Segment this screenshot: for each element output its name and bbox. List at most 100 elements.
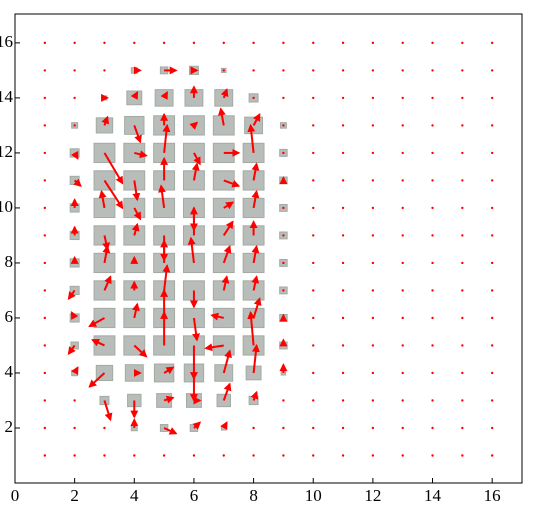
vector-dot [490, 399, 494, 402]
vector-dot [431, 96, 434, 100]
vector-dot [461, 96, 464, 100]
weight-square [214, 364, 234, 382]
vector-dot [73, 124, 76, 127]
vector-dot [461, 289, 464, 292]
vector-dot [43, 234, 47, 237]
weight-square [242, 170, 265, 191]
vector-dot [431, 289, 434, 292]
vector-arrow [204, 343, 224, 352]
vector-arrow [133, 207, 142, 221]
vector-dot [431, 454, 434, 457]
vector-arrow [88, 372, 106, 388]
vector-dot [312, 179, 315, 182]
vector-arrow [133, 125, 142, 144]
vector-dot [312, 206, 315, 210]
vector-dot [252, 426, 255, 430]
vector-dot [341, 289, 345, 292]
y-tick-label: 14 [0, 87, 14, 106]
weight-square [154, 89, 174, 107]
vector-arrow [252, 297, 262, 319]
vector-dot [312, 426, 315, 430]
vector-dot [43, 289, 47, 292]
vector-dot [401, 371, 404, 375]
vector-arrow [189, 121, 199, 130]
vector-dot [312, 289, 315, 292]
weight-square [214, 89, 234, 107]
vector-dot [222, 41, 225, 45]
vector-dot [371, 234, 375, 237]
vector-dot [490, 179, 494, 182]
vector-arrow [102, 235, 111, 251]
vector-dot [431, 124, 434, 127]
vector-arrow [187, 236, 196, 264]
vector-dot [341, 261, 345, 265]
vector-arrow [131, 222, 140, 236]
vector-arrow [222, 382, 232, 401]
vector-dot [431, 371, 434, 375]
vector-arrow [247, 310, 256, 346]
vector-dot [371, 69, 375, 72]
vector-dot [341, 151, 345, 155]
vector-dot [401, 124, 404, 127]
vector-dot [282, 206, 285, 210]
x-tick-label: 2 [70, 486, 79, 505]
vector-dot [461, 234, 464, 237]
vector-dot [43, 41, 47, 45]
y-tick-label: 2 [5, 417, 14, 436]
vector-arrow [73, 178, 82, 188]
vector-dot [371, 371, 375, 375]
vector-dot [312, 234, 315, 237]
weight-square [93, 307, 116, 329]
vector-arrow [67, 344, 76, 356]
vector-dot [43, 206, 47, 210]
vector-dot [282, 426, 285, 430]
vector-arrow [220, 88, 229, 99]
vector-dot [43, 96, 47, 100]
y-tick-label: 16 [0, 32, 13, 51]
vector-dot [461, 316, 464, 320]
vector-dot [103, 41, 106, 45]
vector-dot [312, 124, 315, 127]
vector-arrow [103, 179, 124, 210]
vector-dot [282, 41, 285, 45]
x-tick-label: 6 [190, 486, 199, 505]
vector-dot [461, 179, 464, 182]
vector-dot [401, 151, 404, 155]
weight-square [242, 307, 265, 329]
y-tick-label: 12 [0, 142, 13, 161]
vector-dot [490, 344, 494, 347]
vector-dot [490, 371, 494, 375]
vector-dot [73, 454, 76, 457]
vector-dot [401, 41, 404, 45]
vector-arrow [221, 275, 230, 291]
x-tick-label: 10 [305, 486, 322, 505]
vector-dot [282, 289, 285, 292]
vector-dot [192, 454, 196, 457]
vector-arrow [101, 115, 110, 126]
vector-dot [461, 344, 464, 347]
vector-dot [371, 399, 375, 402]
vector-dot [312, 399, 315, 402]
vector-dot [282, 399, 285, 402]
vector-dot [312, 371, 315, 375]
vector-dot [222, 69, 225, 72]
vector-arrow [250, 390, 259, 401]
weight-square [124, 115, 145, 135]
vector-dot [431, 206, 434, 210]
vector-dot [401, 234, 404, 237]
vector-arrow [247, 123, 256, 154]
vector-dot [103, 454, 106, 457]
weight-square [244, 116, 264, 135]
vector-dot [401, 426, 404, 430]
weight-square [93, 197, 116, 219]
vector-dot [282, 96, 285, 100]
vector-dot [312, 344, 315, 347]
vector-arrow [251, 275, 260, 291]
vector-dot [401, 96, 404, 100]
vector-dot [312, 69, 315, 72]
vector-dot [43, 316, 47, 320]
vector-arrow [193, 152, 201, 166]
vector-dot [371, 289, 375, 292]
vector-dot [282, 261, 285, 265]
